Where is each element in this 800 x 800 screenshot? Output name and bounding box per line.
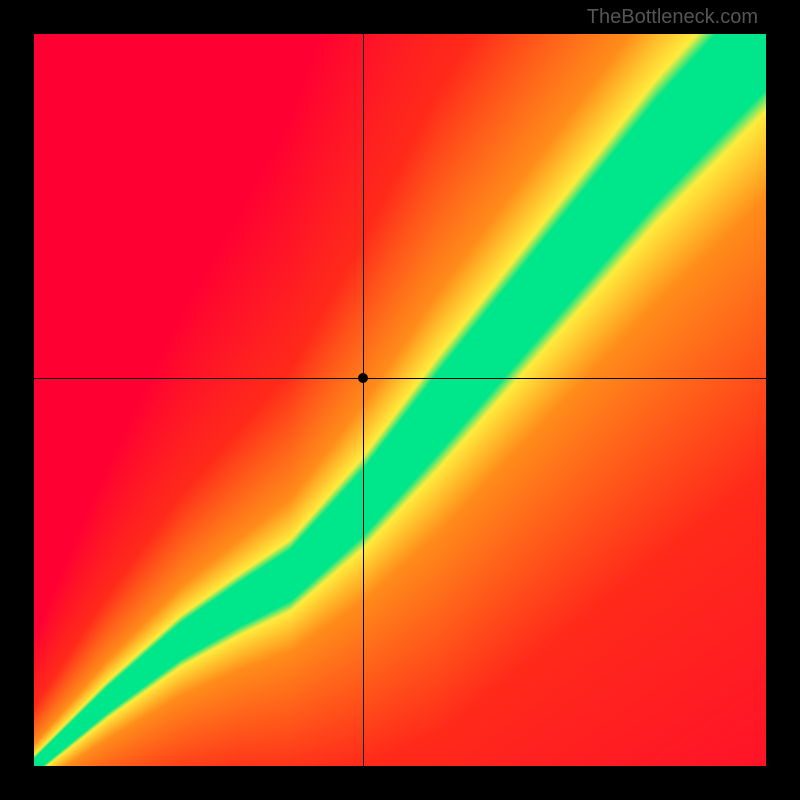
crosshair-horizontal [34, 378, 766, 379]
heatmap-canvas [34, 34, 766, 766]
crosshair-marker [358, 373, 368, 383]
watermark-text: TheBottleneck.com [587, 6, 758, 29]
heatmap-plot [34, 34, 766, 766]
crosshair-vertical [363, 34, 364, 766]
